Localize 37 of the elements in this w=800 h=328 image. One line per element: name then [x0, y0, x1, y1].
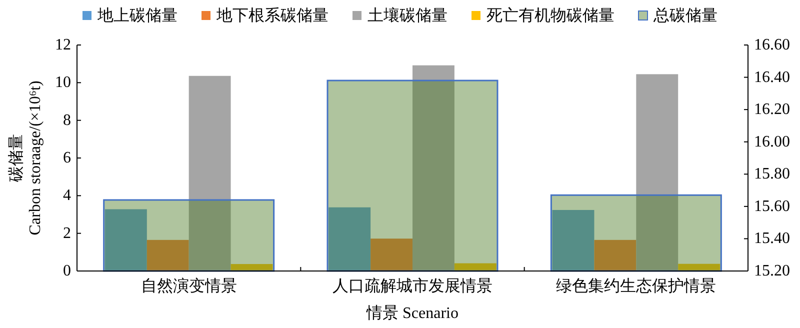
bar: [412, 65, 454, 271]
y-tick-label: 0: [63, 262, 71, 280]
bar: [370, 238, 412, 271]
bar: [230, 264, 273, 271]
y-tick-label: 4: [63, 187, 71, 204]
bar: [636, 74, 678, 271]
bar: [678, 264, 720, 271]
y-tick-label: 10: [55, 74, 71, 92]
y2-tick-label: 15.20: [754, 262, 790, 280]
legend-label: 地下根系碳储量: [216, 6, 328, 24]
bar: [104, 209, 147, 271]
x-tick-label: 自然演变情景: [140, 277, 237, 295]
bar: [552, 210, 594, 271]
y-tick-label: 12: [55, 36, 71, 54]
y2-tick-label: 16.20: [754, 101, 790, 118]
x-tick-label: 绿色集约生态保护情景: [556, 277, 716, 295]
y2-tick-label: 16.40: [754, 68, 790, 86]
legend-label: 总碳储量: [652, 6, 718, 24]
bar: [328, 207, 371, 271]
bar: [594, 240, 636, 271]
y-tick-label: 8: [63, 112, 71, 129]
y2-tick-label: 16.00: [754, 133, 790, 150]
bar: [188, 76, 231, 271]
legend-label: 土壤碳储量: [368, 6, 448, 24]
legend-label: 地上碳储量: [96, 6, 178, 24]
x-tick-label: 人口疏解城市发展情景: [332, 277, 492, 295]
y2-tick-label: 16.60: [754, 36, 790, 54]
y2-tick-label: 15.40: [754, 230, 790, 248]
y-axis-title: 碳储量 Carbon storaage/(×10⁶t): [7, 80, 44, 236]
legend-label: 死亡有机物碳储量: [486, 6, 614, 24]
x-axis-title: 情景 Scenario: [366, 304, 458, 322]
bar: [146, 240, 189, 271]
y-tick-label: 6: [63, 150, 71, 166]
y-tick-label: 2: [63, 224, 71, 242]
y2-tick-label: 15.80: [754, 166, 790, 183]
y2-tick-label: 15.60: [754, 198, 790, 215]
bar: [454, 263, 496, 271]
